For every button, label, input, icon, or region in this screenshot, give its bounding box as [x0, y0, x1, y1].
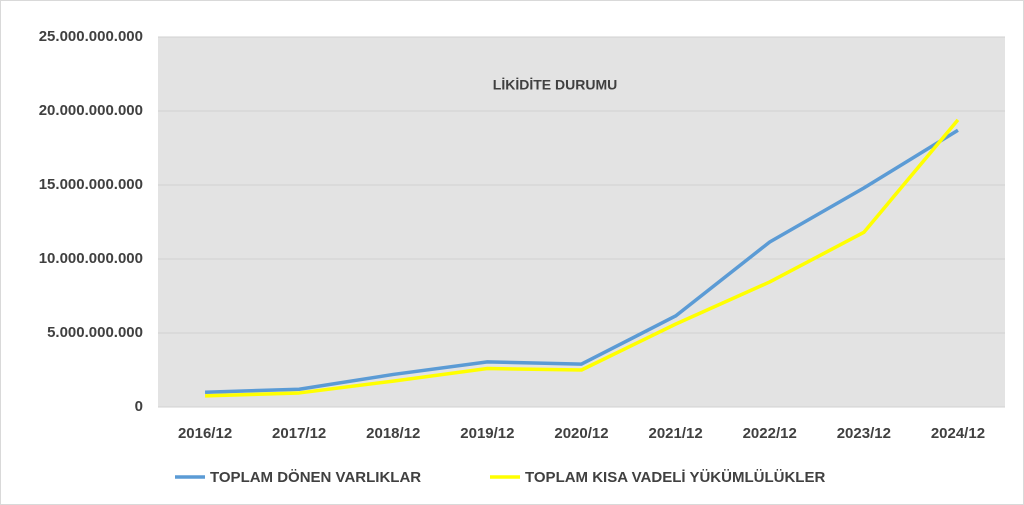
y-tick-label: 15.000.000.000 — [39, 176, 143, 193]
x-tick-label: 2021/12 — [648, 425, 702, 442]
x-tick-label: 2018/12 — [366, 425, 420, 442]
y-tick-label: 20.000.000.000 — [39, 102, 143, 119]
y-tick-label: 0 — [135, 398, 143, 415]
x-tick-label: 2016/12 — [178, 425, 232, 442]
chart-title: LİKİDİTE DURUMU — [493, 77, 617, 93]
y-tick-label: 25.000.000.000 — [39, 28, 143, 45]
y-tick-label: 10.000.000.000 — [39, 250, 143, 267]
series-line — [205, 118, 960, 398]
legend-label: TOPLAM KISA VADELİ YÜKÜMLÜLÜKLER — [525, 469, 825, 486]
x-tick-label: 2017/12 — [272, 425, 326, 442]
x-tick-label: 2023/12 — [837, 425, 891, 442]
plot-area — [158, 37, 1005, 407]
x-tick-label: 2019/12 — [460, 425, 514, 442]
x-tick-label: 2022/12 — [743, 425, 797, 442]
x-tick-label: 2024/12 — [931, 425, 985, 442]
x-tick-label: 2020/12 — [554, 425, 608, 442]
legend-label: TOPLAM DÖNEN VARLIKLAR — [210, 469, 421, 486]
y-tick-label: 5.000.000.000 — [47, 324, 143, 341]
series-line — [205, 128, 959, 394]
